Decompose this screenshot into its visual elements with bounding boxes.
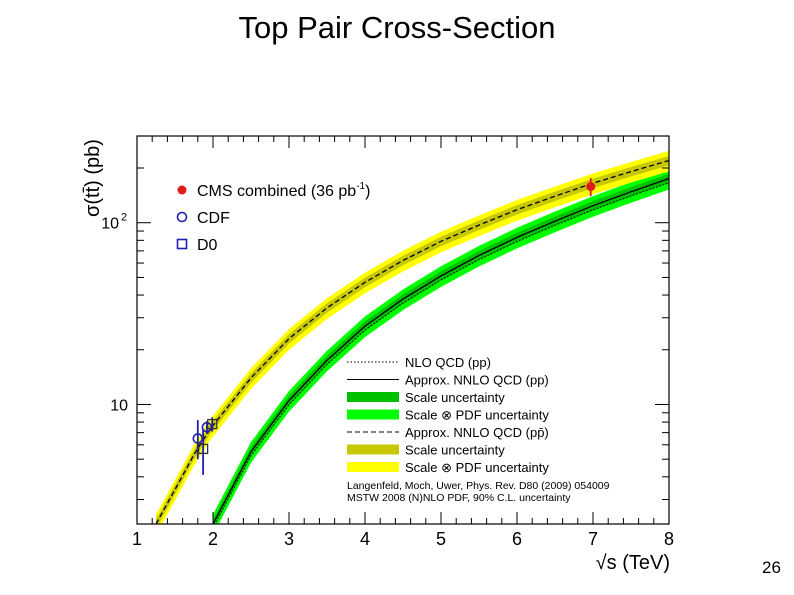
legend-swatch	[347, 462, 399, 472]
nnlo-curve-ppbar	[155, 159, 669, 524]
legend-label-bottom: NLO QCD (pp)	[405, 355, 491, 370]
d0-point-4	[207, 418, 218, 430]
legend-swatch	[347, 392, 399, 402]
legend-label-top: D0	[197, 237, 218, 254]
page-number: 26	[762, 558, 781, 577]
legend-swatch	[347, 409, 399, 420]
x-tick-label: 5	[436, 529, 446, 549]
theory-curves	[155, 159, 669, 524]
y-tick-label: 10	[110, 397, 128, 414]
x-tick-label: 3	[284, 529, 294, 549]
x-tick-label: 8	[664, 529, 674, 549]
cms-point	[586, 182, 596, 192]
x-axis-label: √s (TeV)	[596, 552, 670, 574]
x-tick-label: 4	[360, 529, 370, 549]
y-axis-label: σ(tt̄) (pb)	[82, 139, 104, 217]
y-tick-exponent: 2	[121, 212, 127, 224]
legend-note: MSTW 2008 (N)NLO PDF, 90% C.L. uncertain…	[347, 492, 571, 504]
legend-note: Langenfeld, Moch, Uwer, Phys. Rev. D80 (…	[347, 480, 610, 492]
legend-label-top: CMS combined (36 pb-1)	[197, 181, 370, 200]
y-tick-label: 10	[101, 216, 119, 233]
x-tick-label: 7	[588, 529, 598, 549]
plot-frame	[136, 135, 670, 525]
legend-label-top: CDF	[197, 210, 230, 227]
legend-swatch	[347, 444, 399, 455]
legend-marker-d0	[176, 238, 188, 250]
legend-measurements: CMS combined (36 pb-1) CDF D0	[176, 181, 370, 254]
legend-label-bottom: Scale ⊗ PDF uncertainty	[405, 460, 549, 475]
uncertainty-bands	[156, 150, 669, 524]
measurement-points	[192, 178, 596, 475]
legend-label-bottom: Scale uncertainty	[405, 443, 505, 458]
legend-label-bottom: Approx. NNLO QCD (pp)	[405, 373, 549, 388]
x-tick-label: 2	[208, 529, 218, 549]
legend-marker-cms	[177, 185, 187, 195]
legend-label-bottom: Approx. NNLO QCD (pp̄)	[405, 425, 549, 440]
x-tick-label: 1	[132, 529, 142, 549]
x-tick-label: 6	[512, 529, 522, 549]
legend-label-bottom: Scale ⊗ PDF uncertainty	[405, 408, 549, 423]
pdf-band-pp	[213, 168, 669, 524]
d0-point-3	[197, 443, 209, 455]
legend-label-bottom: Scale uncertainty	[405, 390, 505, 405]
legend-theory: NLO QCD (pp) Approx. NNLO QCD (pp) Scale u…	[347, 355, 610, 504]
slide-title: Top Pair Cross-Section	[238, 10, 556, 45]
legend-marker-cdf	[176, 211, 188, 223]
nnlo-curve-pp	[212, 177, 669, 524]
